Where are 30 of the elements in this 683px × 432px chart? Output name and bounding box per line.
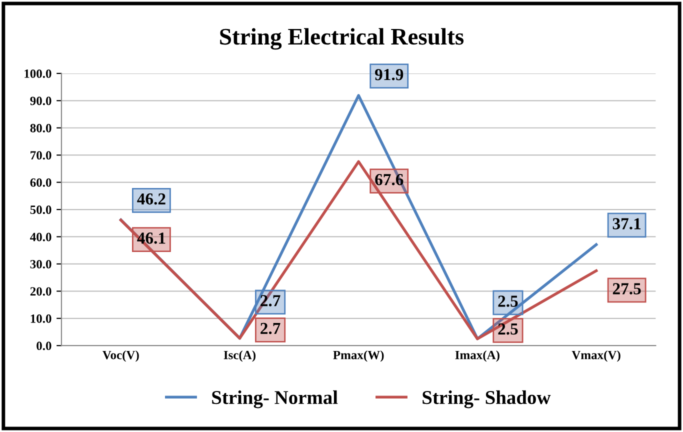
- x-tick-label: Voc(V): [102, 350, 139, 362]
- x-tick-label: Imax(A): [455, 350, 500, 362]
- y-tick-label: 10.0: [30, 314, 52, 323]
- y-tick-label: 50.0: [30, 206, 52, 214]
- data-label: 67.6: [375, 174, 404, 186]
- line-series: [120, 160, 598, 340]
- data-label: 2.7: [260, 322, 280, 334]
- y-tick-label: 90.0: [30, 96, 52, 106]
- x-tick-label: Vmax(V): [572, 350, 620, 362]
- y-tick-label: 100.0: [24, 69, 52, 78]
- y-tick-label: 70.0: [30, 151, 52, 160]
- chart-title: String Electrical Results: [220, 28, 464, 50]
- data-label: 46.1: [137, 232, 166, 244]
- data-label: 27.5: [612, 283, 641, 294]
- y-tick-label: 0.0: [36, 342, 52, 350]
- legend-label: String- Shadow: [422, 390, 551, 408]
- y-tick-label: 80.0: [30, 124, 52, 132]
- data-label: 2.7: [260, 295, 280, 306]
- x-tick-label: Isc(A): [224, 350, 256, 362]
- y-tick-label: 60.0: [30, 178, 52, 187]
- y-tick-label: 30.0: [30, 260, 52, 268]
- data-label: 91.9: [375, 69, 404, 80]
- legend-label: String- Normal: [212, 390, 338, 408]
- data-label: 46.2: [137, 193, 166, 205]
- data-label: 2.5: [498, 296, 518, 307]
- data-label: 2.5: [498, 323, 518, 335]
- data-label: 37.1: [612, 218, 641, 230]
- x-tick-label: Pmax(W): [333, 350, 384, 362]
- y-tick-label: 40.0: [30, 232, 52, 242]
- y-tick-label: 20.0: [30, 287, 52, 296]
